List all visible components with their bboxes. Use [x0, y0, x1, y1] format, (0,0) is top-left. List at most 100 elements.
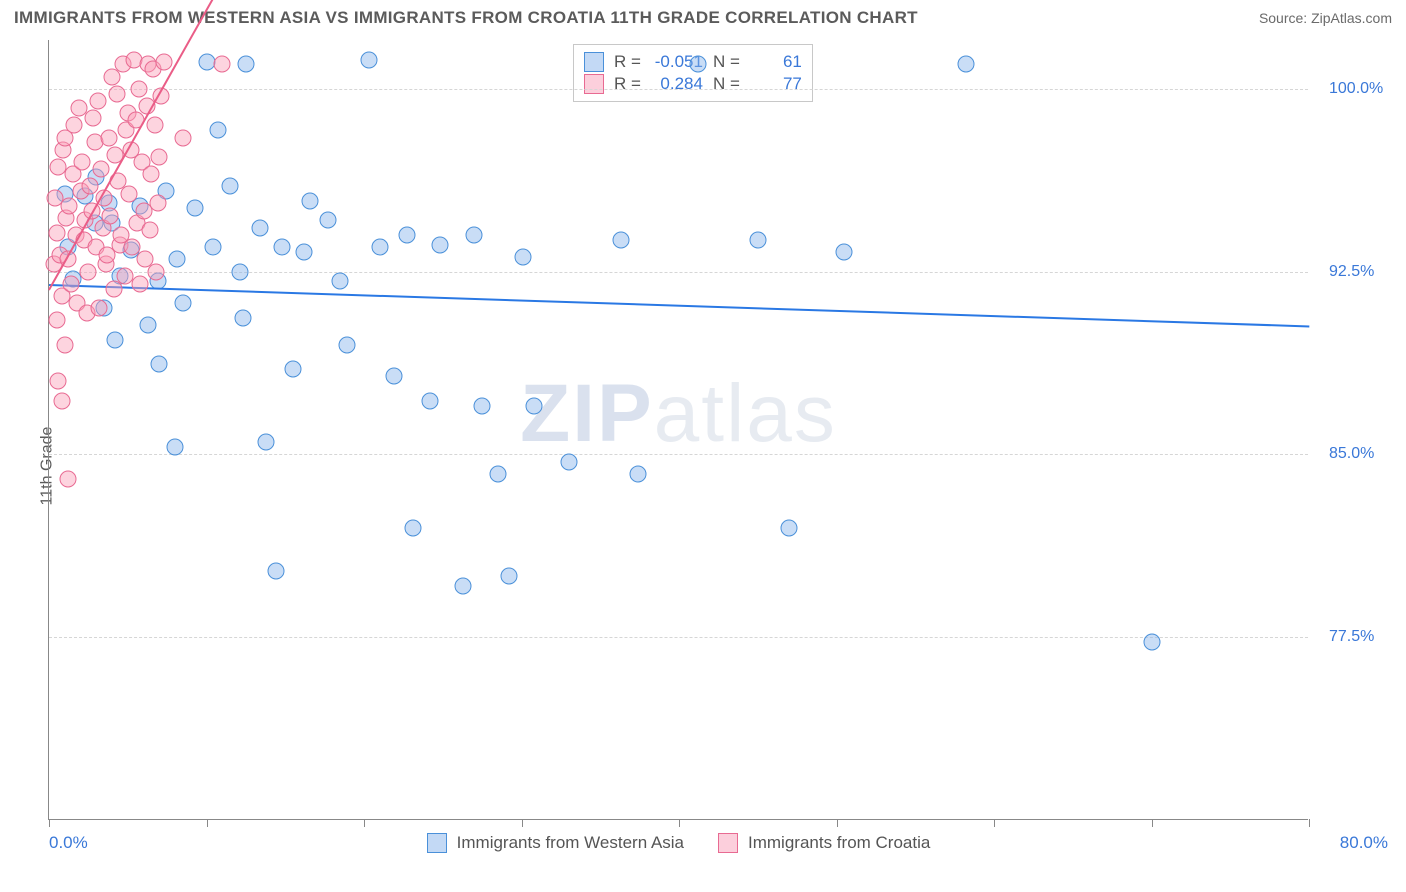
data-point	[53, 392, 70, 409]
data-point	[209, 122, 226, 139]
data-point	[100, 129, 117, 146]
gridline	[49, 89, 1308, 90]
chart-header: IMMIGRANTS FROM WESTERN ASIA VS IMMIGRAN…	[0, 0, 1406, 32]
data-point	[234, 309, 251, 326]
data-point	[151, 356, 168, 373]
swatch-pink-icon	[584, 74, 604, 94]
data-point	[398, 227, 415, 244]
gridline	[49, 637, 1308, 638]
legend-item-series2: Immigrants from Croatia	[718, 833, 930, 853]
data-point	[63, 275, 80, 292]
y-tick-label: 85.0%	[1329, 445, 1374, 463]
data-point	[526, 397, 543, 414]
data-point	[198, 53, 215, 70]
data-point	[404, 519, 421, 536]
y-tick-label: 77.5%	[1329, 628, 1374, 646]
y-tick-label: 100.0%	[1329, 80, 1383, 98]
data-point	[91, 300, 108, 317]
data-point	[148, 263, 165, 280]
data-point	[121, 185, 138, 202]
data-point	[107, 331, 124, 348]
data-point	[267, 563, 284, 580]
data-point	[155, 53, 172, 70]
data-point	[80, 263, 97, 280]
data-point	[630, 465, 647, 482]
chart-title: IMMIGRANTS FROM WESTERN ASIA VS IMMIGRAN…	[14, 8, 918, 28]
x-tick	[49, 819, 50, 827]
source-attribution: Source: ZipAtlas.com	[1259, 10, 1392, 26]
gridline	[49, 454, 1308, 455]
data-point	[81, 178, 98, 195]
data-point	[174, 129, 191, 146]
x-tick	[1152, 819, 1153, 827]
swatch-pink-icon	[718, 833, 738, 853]
correlation-info-box: R = -0.051 N = 61 R = 0.284 N = 77	[573, 44, 813, 102]
data-point	[385, 368, 402, 385]
x-tick	[364, 819, 365, 827]
data-point	[285, 361, 302, 378]
data-point	[302, 192, 319, 209]
data-point	[116, 268, 133, 285]
data-point	[59, 470, 76, 487]
data-point	[515, 248, 532, 265]
data-point	[108, 85, 125, 102]
data-point	[149, 195, 166, 212]
data-point	[474, 397, 491, 414]
data-point	[612, 231, 629, 248]
x-tick	[522, 819, 523, 827]
data-point	[689, 56, 706, 73]
data-point	[167, 439, 184, 456]
watermark: ZIPatlas	[520, 367, 837, 461]
y-tick-label: 92.5%	[1329, 263, 1374, 281]
data-point	[466, 227, 483, 244]
swatch-blue-icon	[427, 833, 447, 853]
data-point	[296, 244, 313, 261]
data-point	[85, 110, 102, 127]
data-point	[102, 207, 119, 224]
chart-area: 11th Grade ZIPatlas R = -0.051 N = 61 R …	[0, 40, 1406, 892]
data-point	[781, 519, 798, 536]
data-point	[455, 578, 472, 595]
data-point	[89, 92, 106, 109]
data-point	[957, 56, 974, 73]
x-tick	[994, 819, 995, 827]
x-tick	[207, 819, 208, 827]
data-point	[214, 56, 231, 73]
data-point	[66, 117, 83, 134]
plot-region: ZIPatlas R = -0.051 N = 61 R = 0.284 N =…	[48, 40, 1308, 820]
data-point	[252, 219, 269, 236]
data-point	[48, 312, 65, 329]
data-point	[237, 56, 254, 73]
info-row-series2: R = 0.284 N = 77	[584, 73, 802, 95]
data-point	[222, 178, 239, 195]
data-point	[187, 200, 204, 217]
data-point	[130, 80, 147, 97]
data-point	[132, 275, 149, 292]
data-point	[141, 222, 158, 239]
x-tick	[679, 819, 680, 827]
data-point	[422, 392, 439, 409]
data-point	[371, 239, 388, 256]
data-point	[146, 117, 163, 134]
data-point	[500, 568, 517, 585]
x-tick	[1309, 819, 1310, 827]
data-point	[48, 224, 65, 241]
bottom-legend: Immigrants from Western Asia Immigrants …	[49, 833, 1308, 853]
data-point	[56, 336, 73, 353]
data-point	[560, 453, 577, 470]
data-point	[231, 263, 248, 280]
x-axis-max-label: 80.0%	[1340, 833, 1388, 853]
data-point	[749, 231, 766, 248]
data-point	[174, 295, 191, 312]
data-point	[204, 239, 221, 256]
data-point	[836, 244, 853, 261]
legend-item-series1: Immigrants from Western Asia	[427, 833, 684, 853]
x-tick	[837, 819, 838, 827]
data-point	[151, 149, 168, 166]
data-point	[489, 465, 506, 482]
data-point	[319, 212, 336, 229]
data-point	[258, 434, 275, 451]
swatch-blue-icon	[584, 52, 604, 72]
data-point	[168, 251, 185, 268]
data-point	[92, 161, 109, 178]
